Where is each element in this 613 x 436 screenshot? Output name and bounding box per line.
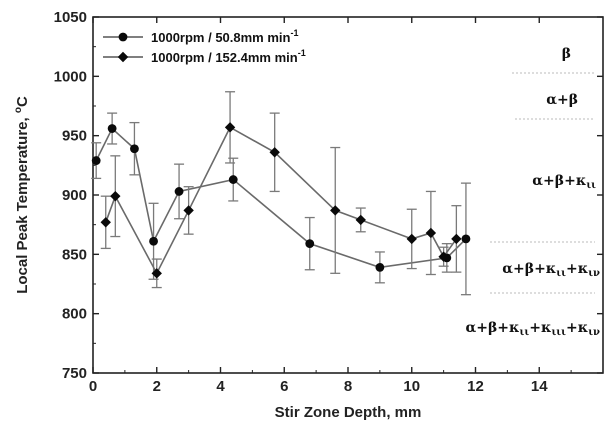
phase-label-2: α+β	[546, 92, 578, 108]
x-tick-label: 2	[153, 378, 161, 395]
y-tick-label: 1000	[54, 68, 87, 85]
series-layer	[91, 91, 471, 296]
data-point	[130, 144, 139, 154]
data-point	[330, 205, 341, 216]
series-2	[100, 91, 462, 289]
phase-text-part: β	[562, 46, 571, 62]
y-tick-label: 950	[62, 128, 87, 145]
data-point	[183, 205, 194, 216]
legend-swatch-marker	[117, 51, 129, 63]
data-point	[406, 233, 417, 245]
phase-subscript: ιν	[588, 268, 600, 279]
series-line	[95, 127, 467, 269]
phase-subscript: ιι	[520, 327, 530, 338]
y-tick-label: 1050	[54, 9, 87, 26]
x-tick-label: 10	[403, 378, 420, 395]
phase-text-part: α+β+κ	[466, 320, 520, 336]
legend-label-text: 1000rpm / 152.4mm min	[151, 50, 298, 65]
data-point	[451, 233, 462, 245]
data-point	[151, 268, 162, 279]
x-tick-label: 4	[216, 378, 225, 395]
data-point	[91, 156, 101, 165]
data-point	[438, 251, 449, 262]
y-axis-label: Local Peak Temperature, oC	[13, 96, 31, 294]
data-point	[375, 262, 385, 272]
phase-text-part: +κ	[529, 320, 551, 336]
legend-label: 1000rpm / 50.8mm min-1	[151, 28, 298, 45]
legend-label-sup: -1	[298, 48, 306, 58]
series-1	[91, 112, 471, 296]
y-axis-label-text: Local Peak Temperature,	[14, 113, 31, 294]
phase-text-part: α+β+κ	[502, 261, 556, 277]
phase-label-3: α+β+κιι	[532, 173, 596, 191]
legend-entry-1: 1000rpm / 50.8mm min-1	[103, 28, 298, 45]
x-tick-label: 6	[280, 378, 288, 395]
data-point	[224, 122, 236, 133]
x-axis-label: Stir Zone Depth, mm	[275, 404, 422, 421]
plot-frame	[92, 16, 604, 374]
data-point	[269, 147, 280, 158]
y-tick-label: 800	[62, 306, 87, 323]
data-point	[149, 236, 158, 246]
phase-label-1: β	[562, 46, 571, 62]
phase-subscript: ιι	[556, 268, 566, 279]
data-point	[107, 124, 117, 133]
y-tick-label: 750	[62, 365, 87, 382]
x-tick-label: 0	[89, 378, 97, 395]
legend-swatch-marker	[118, 32, 128, 42]
data-point	[100, 217, 111, 228]
axes: 0 2 4 6 8 10 12 14 750 800 850 900 950 1000 1050 Stir Z…	[13, 9, 604, 421]
phase-subscript: ιν	[588, 327, 600, 338]
y-tick-label: 850	[62, 246, 87, 263]
data-point	[355, 214, 366, 226]
series-line	[104, 126, 458, 276]
x-tick-label: 12	[467, 378, 484, 395]
data-point	[228, 175, 238, 184]
phase-subscript: ιιι	[551, 327, 566, 338]
data-point	[305, 239, 315, 249]
data-point	[110, 190, 121, 202]
legend-label-sup: -1	[290, 28, 298, 38]
y-axis-label-unit: C	[14, 96, 31, 107]
legend-entry-2: 1000rpm / 152.4mm min-1	[103, 48, 306, 65]
y-tick-label: 900	[62, 187, 87, 204]
phase-label-4: α+β+κιι+κιν	[502, 261, 600, 279]
legend-label: 1000rpm / 152.4mm min-1	[151, 48, 306, 65]
data-point	[425, 227, 437, 239]
phase-text-part: α+β	[546, 92, 578, 108]
phase-subscript: ιι	[586, 180, 596, 191]
x-tick-label: 14	[531, 378, 548, 395]
phase-label-5: α+β+κιι+κιιι+κιν	[466, 320, 601, 338]
x-tick-label: 8	[344, 378, 352, 395]
data-point	[174, 187, 184, 196]
phase-text-part: +κ	[566, 261, 588, 277]
phase-text-part: +κ	[566, 320, 588, 336]
phase-text-part: α+β+κ	[532, 173, 586, 189]
y-axis-label-sup: o	[13, 107, 24, 113]
legend-label-text: 1000rpm / 50.8mm min	[151, 30, 291, 45]
data-point	[461, 234, 471, 244]
